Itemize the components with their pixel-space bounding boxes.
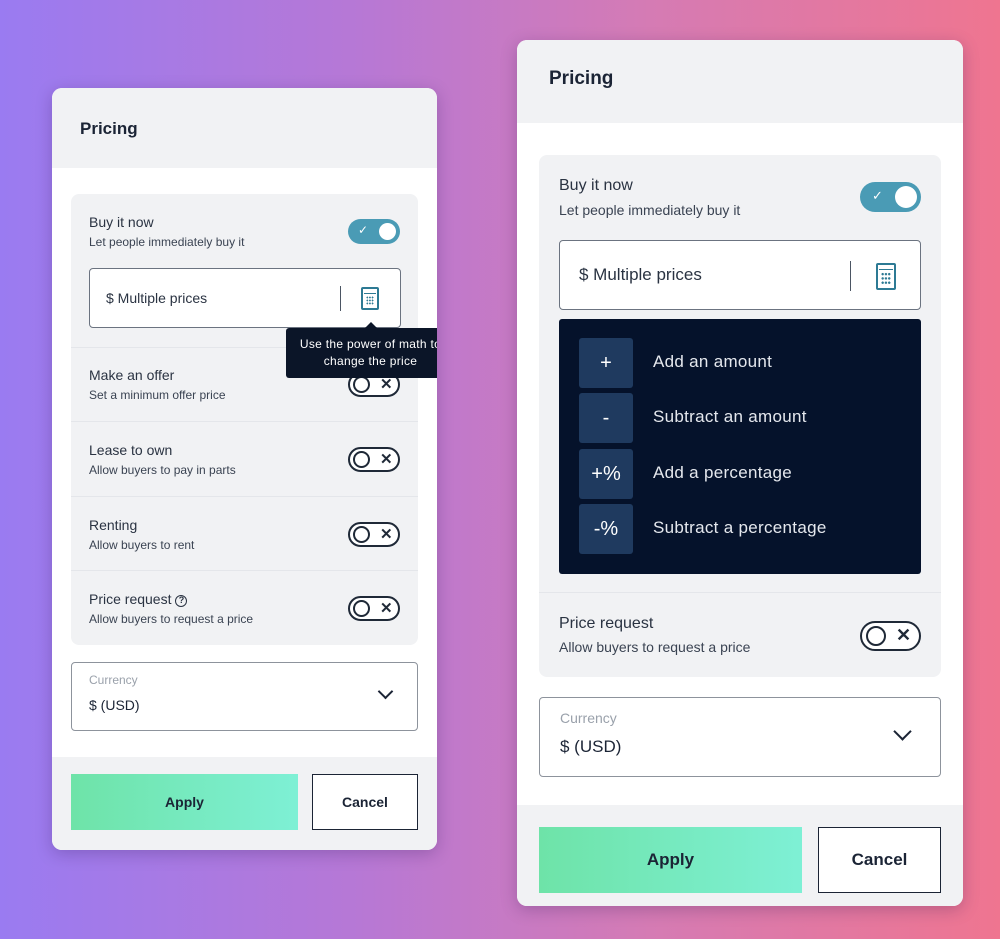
option-row-price-request: Price request Allow buyers to request a …	[539, 592, 941, 677]
calculator-icon[interactable]	[876, 263, 896, 290]
toggle-knob	[353, 376, 370, 393]
option-title: Price request	[559, 615, 654, 632]
plus-percent-icon: +%	[579, 449, 633, 499]
panel-footer: Apply Cancel	[517, 805, 963, 906]
option-title: Buy it now	[559, 177, 633, 194]
currency-select[interactable]: Currency $ (USD)	[71, 662, 418, 731]
price-input[interactable]: $ Multiple prices	[89, 268, 401, 328]
toggle-knob	[379, 223, 396, 240]
toggle-knob	[895, 186, 917, 208]
calculator-icon[interactable]	[361, 287, 379, 310]
option-row-price-request: Price request? Allow buyers to request a…	[71, 570, 418, 645]
price-math-menu: + Add an amount - Subtract an amount +% Add…	[559, 319, 921, 574]
toggle-knob	[353, 451, 370, 468]
toggle-knob	[353, 600, 370, 617]
pricing-options: Buy it now Let people immediately buy it…	[71, 194, 418, 645]
option-subtitle: Let people immediately buy it	[559, 202, 741, 218]
apply-button[interactable]: Apply	[71, 774, 298, 830]
price-request-toggle[interactable]: ✕	[860, 621, 921, 651]
currency-select[interactable]: Currency $ (USD)	[539, 697, 941, 777]
x-icon: ✕	[380, 600, 393, 617]
menu-item-add-amount[interactable]: + Add an amount	[579, 338, 921, 388]
price-input[interactable]: $ Multiple prices	[559, 240, 921, 310]
currency-value: $ (USD)	[560, 737, 622, 756]
price-value: $ Multiple prices	[579, 265, 702, 284]
menu-item-subtract-percentage[interactable]: -% Subtract a percentage	[579, 504, 921, 554]
option-subtitle: Allow buyers to rent	[89, 538, 195, 552]
tooltip-text: Use the power of math to change the pric…	[299, 337, 437, 368]
option-title: Lease to own	[89, 442, 173, 458]
option-title: Price request?	[89, 591, 188, 607]
option-subtitle: Let people immediately buy it	[89, 235, 245, 249]
x-icon: ✕	[380, 451, 393, 468]
panel-header: Pricing	[52, 88, 437, 168]
cancel-button[interactable]: Cancel	[818, 827, 941, 893]
chevron-down-icon	[893, 722, 912, 741]
menu-item-label: Add a percentage	[653, 463, 793, 482]
pricing-panel-compact: Pricing Buy it now Let people immediatel…	[52, 88, 437, 850]
panel-title: Pricing	[80, 119, 138, 138]
option-title-text: Price request	[89, 591, 172, 607]
renting-toggle[interactable]: ✕	[348, 522, 400, 547]
option-row-lease: Lease to own Allow buyers to pay in part…	[71, 421, 418, 496]
currency-value: $ (USD)	[89, 697, 140, 713]
apply-button[interactable]: Apply	[539, 827, 802, 893]
divider	[850, 261, 851, 291]
option-title: Make an offer	[89, 367, 175, 383]
menu-item-label: Add an amount	[653, 352, 773, 371]
option-title: Renting	[89, 517, 138, 533]
minus-icon: -	[579, 393, 633, 443]
option-subtitle: Set a minimum offer price	[89, 388, 226, 402]
lease-toggle[interactable]: ✕	[348, 447, 400, 472]
toggle-knob	[866, 626, 886, 646]
menu-item-subtract-amount[interactable]: - Subtract an amount	[579, 393, 921, 443]
panel-footer: Apply Cancel	[52, 757, 437, 850]
cancel-button[interactable]: Cancel	[312, 774, 418, 830]
x-icon: ✕	[380, 376, 393, 393]
menu-item-label: Subtract a percentage	[653, 518, 827, 537]
x-icon: ✕	[380, 526, 393, 543]
option-row-make-offer: Make an offer Set a minimum offer price …	[71, 347, 418, 421]
price-request-toggle[interactable]: ✕	[348, 596, 400, 621]
pricing-panel-expanded: Pricing Buy it now Let people immediatel…	[517, 40, 963, 906]
x-icon: ✕	[896, 625, 912, 645]
option-subtitle: Allow buyers to request a price	[559, 639, 751, 655]
plus-icon: +	[579, 338, 633, 388]
calculator-tooltip: Use the power of math to change the pric…	[286, 322, 437, 378]
divider	[340, 286, 341, 311]
option-subtitle: Allow buyers to request a price	[89, 612, 254, 626]
option-subtitle: Allow buyers to pay in parts	[89, 463, 236, 477]
check-icon: ✓	[872, 188, 883, 203]
buy-now-toggle[interactable]: ✓	[348, 219, 400, 244]
panel-header: Pricing	[517, 40, 963, 123]
price-value: $ Multiple prices	[106, 290, 208, 306]
menu-item-label: Subtract an amount	[653, 407, 807, 426]
option-row-renting: Renting Allow buyers to rent ✕	[71, 496, 418, 570]
menu-item-add-percentage[interactable]: +% Add a percentage	[579, 449, 921, 499]
buy-now-toggle[interactable]: ✓	[860, 182, 921, 212]
question-circle-icon[interactable]: ?	[175, 595, 188, 607]
option-title: Buy it now	[89, 214, 154, 230]
currency-label: Currency	[560, 710, 617, 726]
check-icon: ✓	[358, 223, 369, 237]
toggle-knob	[353, 526, 370, 543]
minus-percent-icon: -%	[579, 504, 633, 554]
currency-label: Currency	[89, 673, 138, 687]
panel-title: Pricing	[549, 68, 614, 89]
chevron-down-icon	[377, 683, 394, 700]
